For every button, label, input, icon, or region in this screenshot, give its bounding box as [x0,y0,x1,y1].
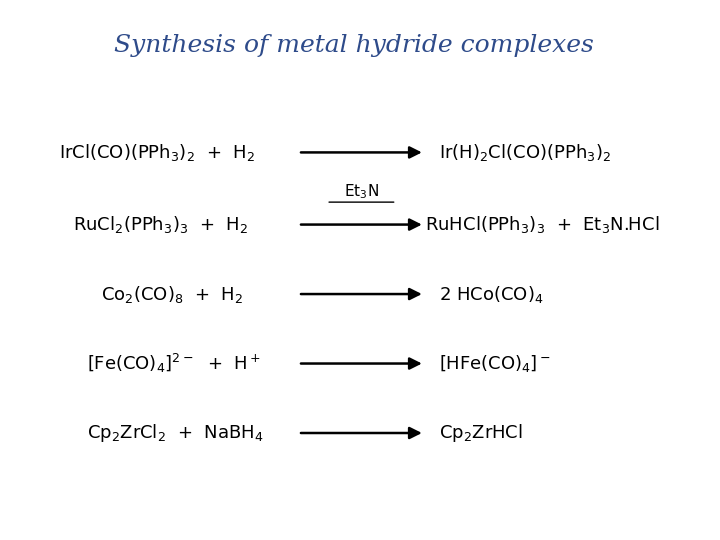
Text: RuCl$_2$(PPh$_3$)$_3$  +  H$_2$: RuCl$_2$(PPh$_3$)$_3$ + H$_2$ [73,214,248,235]
Text: Synthesis of metal hydride complexes: Synthesis of metal hydride complexes [114,34,594,57]
Text: Cp$_2$ZrCl$_2$  +  NaBH$_4$: Cp$_2$ZrCl$_2$ + NaBH$_4$ [87,422,264,444]
Text: 2 HCo(CO)$_4$: 2 HCo(CO)$_4$ [438,284,544,305]
Text: Cp$_2$ZrHCl: Cp$_2$ZrHCl [438,422,523,444]
Text: Et$_3$N: Et$_3$N [344,182,379,200]
Text: RuHCl(PPh$_3$)$_3$  +  Et$_3$N.HCl: RuHCl(PPh$_3$)$_3$ + Et$_3$N.HCl [425,214,659,235]
Text: [Fe(CO)$_4$]$^{2-}$  +  H$^+$: [Fe(CO)$_4$]$^{2-}$ + H$^+$ [87,352,261,375]
Text: Co$_2$(CO)$_8$  +  H$_2$: Co$_2$(CO)$_8$ + H$_2$ [102,284,243,305]
Text: [HFe(CO)$_4$]$^-$: [HFe(CO)$_4$]$^-$ [438,353,551,374]
Text: IrCl(CO)(PPh$_3$)$_2$  +  H$_2$: IrCl(CO)(PPh$_3$)$_2$ + H$_2$ [59,142,255,163]
Text: Ir(H)$_2$Cl(CO)(PPh$_3$)$_2$: Ir(H)$_2$Cl(CO)(PPh$_3$)$_2$ [438,142,611,163]
